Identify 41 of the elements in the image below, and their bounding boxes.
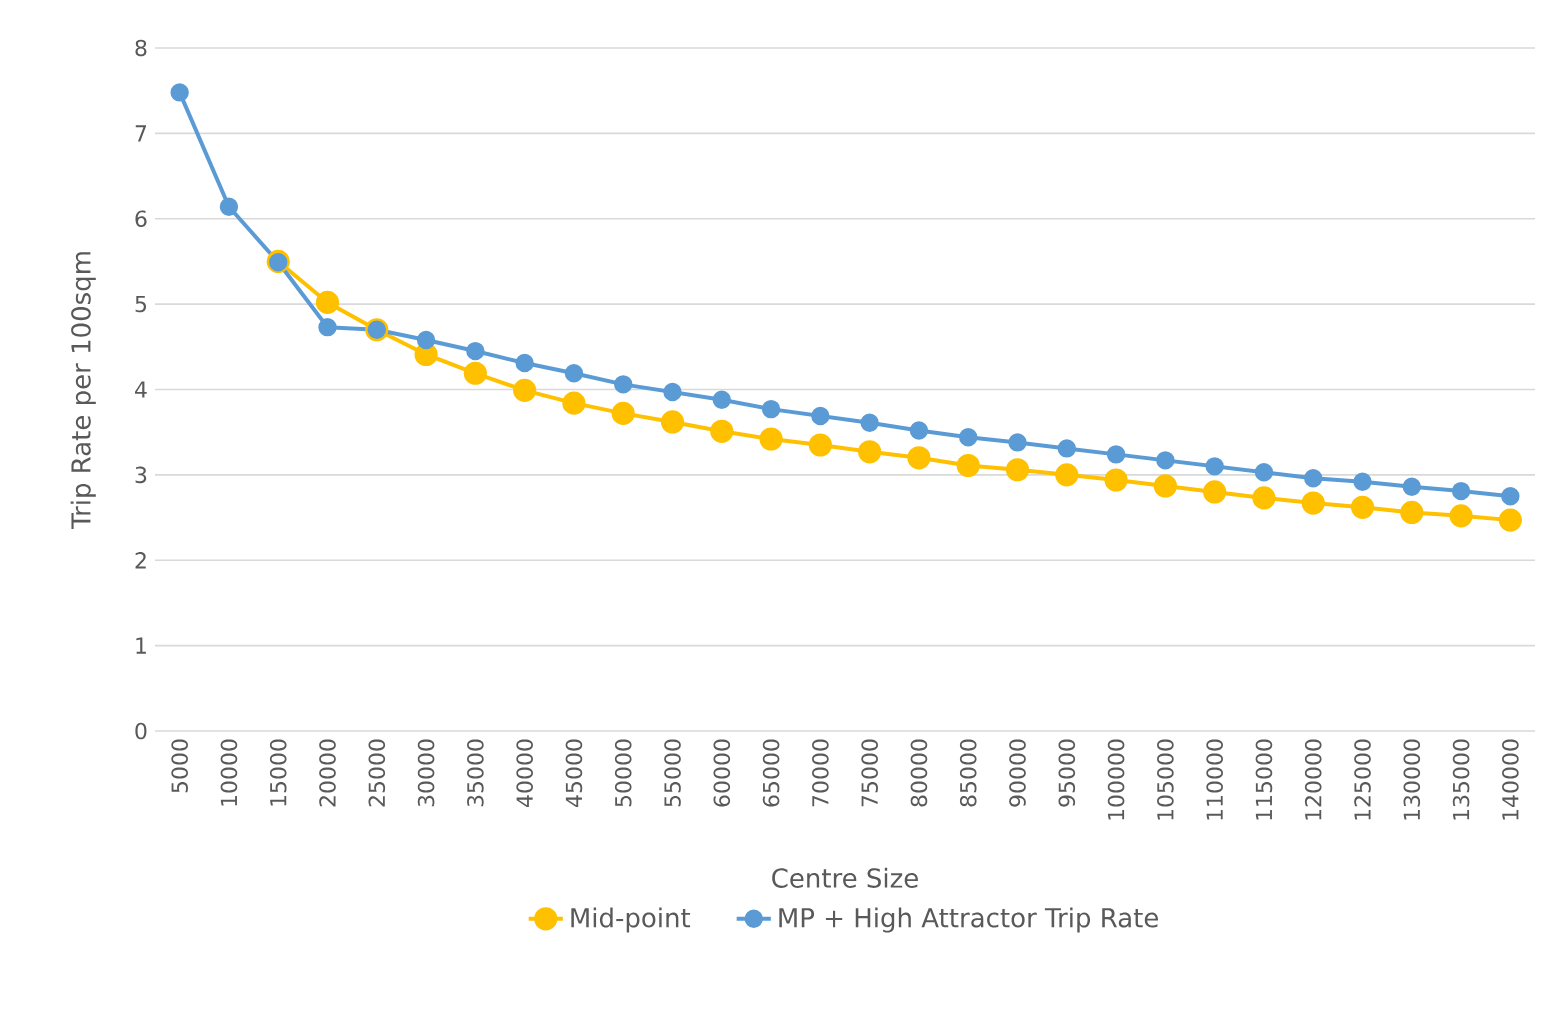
y-tick-label: 5: [135, 295, 147, 313]
y-tick-label: 6: [135, 210, 147, 228]
x-tick-label: 25000: [368, 739, 386, 807]
x-tick-label: 135000: [1452, 739, 1470, 820]
legend-label: Mid-point: [571, 907, 691, 933]
x-tick-label: 90000: [1009, 739, 1026, 807]
y-tick-label: 8: [135, 39, 147, 57]
x-tick-label: 35000: [467, 739, 484, 807]
x-tick-label: 70000: [812, 739, 829, 807]
x-tick-label: 30000: [417, 739, 435, 807]
x-tick-label: 110000: [1206, 739, 1223, 820]
y-axis-title: Trip Rate per 100sqm: [70, 252, 96, 530]
x-tick-label: 20000: [319, 739, 336, 807]
y-tick-label: 3: [135, 466, 147, 484]
x-tick-label: 85000: [959, 739, 977, 807]
x-tick-label: 55000: [664, 739, 681, 807]
x-axis-title: Centre Size: [772, 867, 918, 888]
x-tick-label: 120000: [1304, 739, 1322, 820]
x-tick-label: 130000: [1403, 739, 1421, 820]
x-tick-label: 40000: [516, 739, 533, 807]
x-tick-label: 60000: [713, 739, 731, 807]
x-tick-label: 45000: [565, 739, 583, 807]
y-tick-label: 7: [135, 125, 147, 142]
legend-label: MP + High Attractor Trip Rate: [779, 907, 1158, 933]
x-tick-label: 15000: [269, 739, 287, 806]
x-tick-label: 10000: [220, 739, 238, 806]
x-tick-label: 100000: [1107, 739, 1125, 820]
y-tick-label: 0: [135, 722, 147, 740]
y-tick-label: 2: [135, 552, 146, 569]
x-tick-label: 95000: [1058, 739, 1076, 807]
x-tick-label: 115000: [1255, 739, 1273, 820]
x-tick-label: 75000: [861, 739, 878, 807]
y-tick-label: 1: [136, 637, 146, 654]
x-tick-label: 140000: [1502, 739, 1519, 820]
x-tick-label: 80000: [910, 739, 928, 807]
x-tick-label: 65000: [762, 739, 780, 807]
x-tick-label: 50000: [614, 739, 632, 807]
x-tick-label: 125000: [1354, 739, 1371, 820]
y-tick-label: 4: [135, 381, 147, 398]
x-tick-label: 105000: [1157, 739, 1174, 820]
x-tick-label: 5000: [171, 739, 188, 793]
